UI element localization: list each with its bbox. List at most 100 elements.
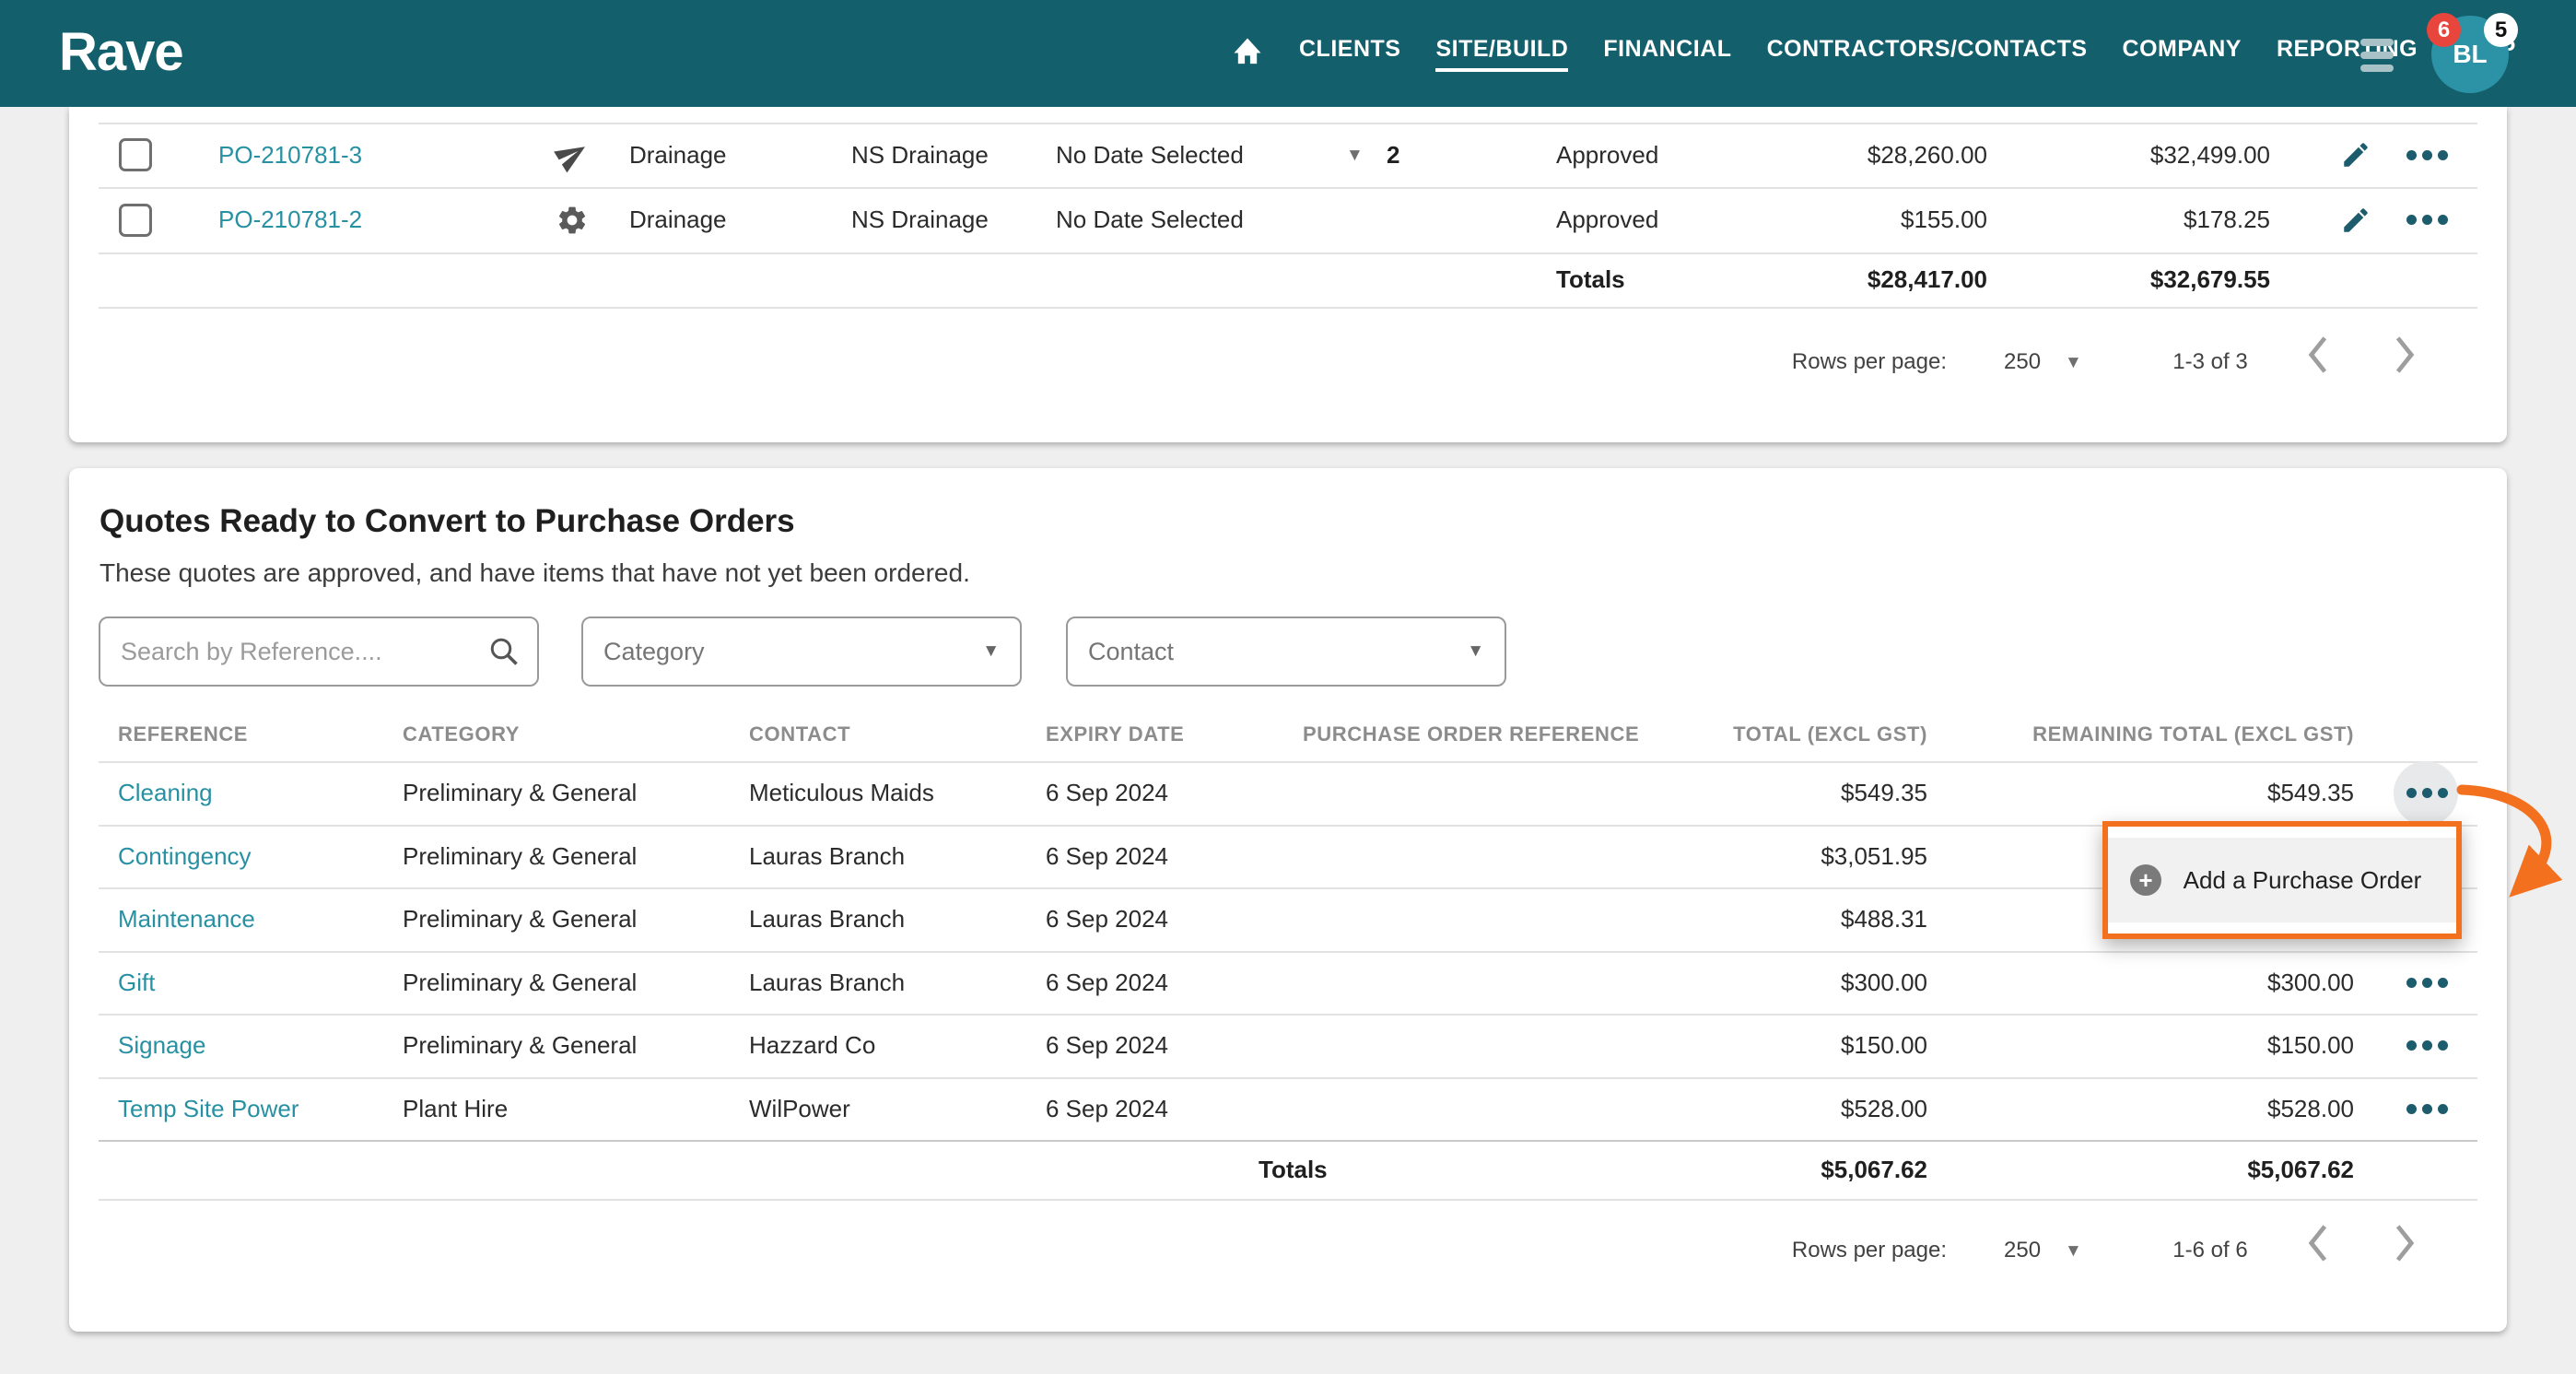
more-actions-button[interactable] [2406,788,2448,798]
date-dropdown-icon[interactable]: ▼ [1346,145,1364,165]
quote-category: Preliminary & General [403,1031,638,1059]
quote-expiry: 6 Sep 2024 [1046,968,1169,996]
more-actions-button[interactable] [2406,1040,2448,1051]
purchase-orders-card: PO-210781-3 Drainage NS Drainage No Date… [69,107,2507,442]
add-purchase-order-label: Add a Purchase Order [2183,865,2422,894]
quote-total: $549.35 [1841,779,1927,806]
more-actions-button[interactable] [2406,977,2448,988]
page-range: 1-6 of 6 [2172,1238,2248,1262]
quote-total: $488.31 [1841,905,1927,933]
po-remaining: $178.25 [2184,206,2270,233]
po-date: No Date Selected [1056,140,1244,169]
edit-button[interactable] [2340,187,2371,252]
search-input[interactable] [121,637,487,666]
avatar[interactable]: BL 6 5 [2427,13,2518,93]
home-icon[interactable] [1231,37,1264,70]
rows-per-page-label: Rows per page: [1791,349,1947,374]
col-remaining-total: REMAINING TOTAL (EXCL GST) [2032,722,2354,746]
more-actions-button[interactable] [2406,215,2448,225]
nav-contractors-contacts[interactable]: CONTRACTORS/CONTACTS [1766,35,2088,62]
po-category: Drainage [629,206,727,233]
quote-expiry: 6 Sep 2024 [1046,1031,1169,1059]
row-checkbox[interactable] [119,203,152,237]
quote-expiry: 6 Sep 2024 [1046,905,1169,933]
quote-row: Contingency Preliminary & General Lauras… [69,825,2507,887]
more-actions-button[interactable] [2406,149,2448,160]
quote-row: Gift Preliminary & General Lauras Branch… [69,951,2507,1014]
quote-contact: Lauras Branch [749,905,906,933]
totals-total: $5,067.62 [1821,1155,1927,1183]
rows-per-page-caret-icon[interactable]: ▼ [2065,352,2082,372]
notification-badge[interactable]: 6 [2427,13,2461,47]
quote-category: Preliminary & General [403,841,638,870]
pagination: Rows per page: 250 ▼ 1-3 of 3 [69,335,2507,390]
po-total: $28,260.00 [1867,140,1987,169]
quote-total: $300.00 [1841,968,1927,996]
po-reference-link[interactable]: PO-210781-2 [218,206,363,233]
col-contact: CONTACT [749,722,851,746]
nav-reporting[interactable]: REPORTING [2276,35,2418,62]
secondary-badge[interactable]: 5 [2484,13,2518,47]
totals-row: Totals $5,067.62 $5,067.62 [69,1140,2507,1199]
quote-category: Preliminary & General [403,968,638,996]
totals-remaining: $32,679.55 [2149,265,2270,293]
totals-row: Totals $28,417.00 $32,679.55 [69,252,2507,307]
quote-contact: WilPower [749,1094,850,1122]
nav-clients[interactable]: CLIENTS [1299,35,1401,62]
quote-remaining: $528.00 [2267,1094,2354,1122]
quote-remaining: $549.35 [2267,779,2354,806]
rows-per-page-caret-icon[interactable]: ▼ [2065,1240,2082,1261]
quote-reference-link[interactable]: Temp Site Power [118,1094,299,1122]
category-caret-icon: ▼ [982,641,1000,661]
quote-reference-link[interactable]: Cleaning [118,779,213,806]
edit-button[interactable] [2340,123,2371,187]
gear-icon [556,187,589,252]
quote-row: Cleaning Preliminary & General Meticulou… [69,760,2507,826]
previous-page-icon[interactable] [2306,1223,2330,1263]
category-filter[interactable]: Category ▼ [581,617,1022,687]
quote-reference-link[interactable]: Gift [118,968,156,996]
previous-page-icon[interactable] [2306,335,2330,375]
nav-financial[interactable]: FINANCIAL [1603,35,1732,62]
po-reference-link[interactable]: PO-210781-3 [218,140,363,169]
quote-category: Preliminary & General [403,779,638,806]
contact-caret-icon: ▼ [1467,641,1484,661]
quote-expiry: 6 Sep 2024 [1046,841,1169,870]
totals-label: Totals [1259,1155,1328,1183]
table-row: PO-210781-3 Drainage NS Drainage No Date… [69,123,2507,187]
col-po-reference: PURCHASE ORDER REFERENCE [1303,722,1640,746]
quote-reference-link[interactable]: Maintenance [118,905,255,933]
next-page-icon[interactable] [2393,1223,2417,1263]
contact-filter[interactable]: Contact ▼ [1066,617,1506,687]
add-purchase-order-menu-item[interactable]: + Add a Purchase Order [2108,838,2456,922]
quote-expiry: 6 Sep 2024 [1046,779,1169,806]
row-checkbox[interactable] [119,138,152,171]
rows-per-page-value[interactable]: 250 [2004,1238,2042,1262]
nav-company[interactable]: COMPANY [2122,35,2242,62]
po-category: Drainage [629,140,727,169]
quote-remaining: $300.00 [2267,968,2354,996]
next-page-icon[interactable] [2393,335,2417,375]
category-filter-label: Category [603,637,705,665]
po-date: No Date Selected [1056,206,1244,233]
col-total: TOTAL (EXCL GST) [1733,722,1927,746]
quote-contact: Hazzard Co [749,1031,876,1059]
menu-icon[interactable] [2360,39,2394,74]
quote-reference-link[interactable]: Signage [118,1031,206,1059]
section-title: Quotes Ready to Convert to Purchase Orde… [100,503,795,539]
avatar-initials: BL [2453,40,2488,68]
more-actions-button[interactable] [2406,1103,2448,1114]
row-actions-menu: + Add a Purchase Order [2102,821,2462,939]
rows-per-page-value[interactable]: 250 [2004,349,2042,374]
po-remaining: $32,499.00 [2149,140,2270,169]
page-range: 1-3 of 3 [2172,349,2248,374]
pagination: Rows per page: 250 ▼ 1-6 of 6 [69,1223,2507,1278]
po-contact: NS Drainage [851,206,989,233]
quote-total: $150.00 [1841,1031,1927,1059]
search-icon[interactable] [487,635,521,668]
quote-reference-link[interactable]: Contingency [118,841,252,870]
col-category: CATEGORY [403,722,521,746]
quote-contact: Meticulous Maids [749,779,934,806]
nav-site-build[interactable]: SITE/BUILD [1435,36,1569,72]
